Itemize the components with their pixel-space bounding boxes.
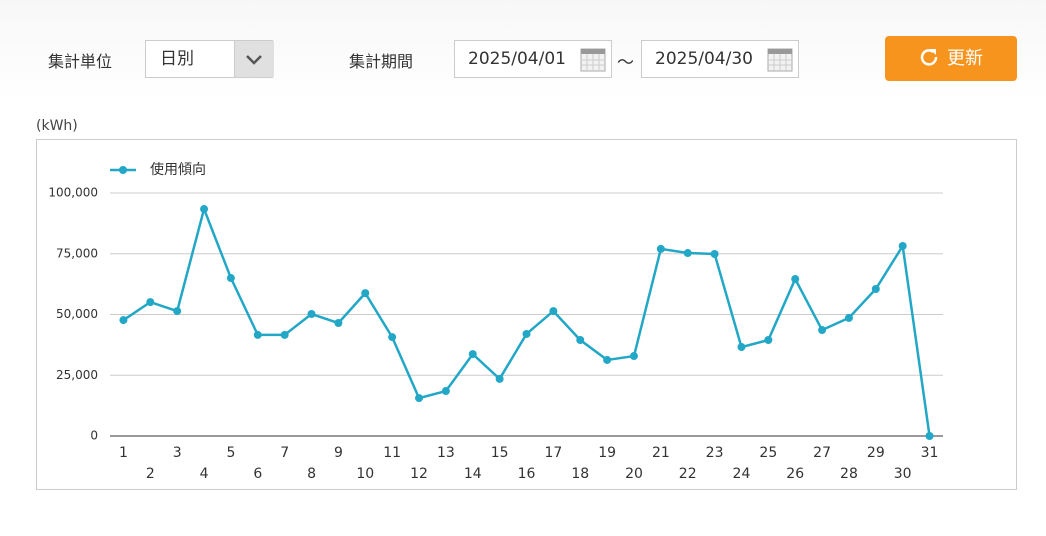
point-marker — [173, 307, 182, 316]
x-tick-label: 5 — [226, 445, 235, 461]
point-marker — [603, 355, 612, 364]
x-tick-label: 3 — [173, 445, 182, 461]
x-tick-label: 18 — [571, 466, 589, 482]
x-tick-label: 6 — [253, 466, 262, 482]
point-marker — [710, 249, 719, 258]
x-tick-label: 8 — [307, 466, 316, 482]
calendar-icon — [767, 48, 793, 72]
point-marker — [844, 313, 853, 322]
refresh-icon — [920, 49, 938, 66]
legend-marker — [119, 166, 127, 174]
x-tick-label: 29 — [867, 445, 885, 461]
point-marker — [361, 289, 370, 298]
point-marker — [576, 336, 585, 345]
x-tick-label: 13 — [437, 445, 455, 461]
x-tick-label: 30 — [894, 466, 912, 482]
calendar-icon — [580, 48, 606, 72]
x-tick-label: 28 — [840, 466, 858, 482]
x-tick-label: 12 — [410, 466, 428, 482]
date-separator: 〜 — [617, 53, 634, 73]
arrow-icon — [246, 55, 262, 65]
point-marker — [683, 249, 692, 258]
x-tick-label: 23 — [706, 445, 724, 461]
point-marker — [200, 205, 209, 214]
x-tick-label: 15 — [491, 445, 509, 461]
x-tick-label: 20 — [625, 466, 643, 482]
unit-value: 日別 — [160, 49, 194, 69]
point-marker — [737, 343, 746, 352]
x-tick-label: 19 — [598, 445, 616, 461]
point-marker — [871, 284, 880, 293]
point-marker — [925, 432, 934, 440]
unit-label: 集計単位 — [48, 52, 113, 71]
point-marker — [495, 374, 504, 383]
x-tick-label: 27 — [813, 445, 831, 461]
period-label: 集計期間 — [349, 52, 414, 71]
dropdown-arrow — [234, 41, 274, 77]
point-marker — [307, 310, 316, 319]
point-marker — [764, 336, 773, 345]
point-marker — [549, 307, 558, 316]
point-marker — [522, 329, 531, 338]
x-tick-label: 7 — [280, 445, 289, 461]
point-marker — [388, 333, 397, 342]
x-tick-label: 25 — [759, 445, 777, 461]
y-tick-label: 0 — [90, 429, 98, 443]
end-date: 2025/04/30 — [655, 49, 753, 69]
point-marker — [280, 330, 289, 339]
x-tick-label: 11 — [383, 445, 401, 461]
point-marker — [415, 394, 424, 403]
point-marker — [818, 326, 827, 335]
y-tick-label: 75,000 — [56, 246, 98, 260]
y-axis-label: (kWh) — [36, 118, 78, 134]
y-tick-label: 50,000 — [56, 307, 98, 321]
update-button[interactable]: 更新 — [885, 36, 1017, 81]
y-tick-label: 25,000 — [56, 368, 98, 382]
unit-select[interactable]: 日別 — [145, 40, 274, 78]
x-tick-label: 21 — [652, 445, 670, 461]
legend-label: 使用傾向 — [150, 161, 206, 178]
y-tick-label: 100,000 — [48, 186, 98, 200]
point-marker — [253, 330, 262, 339]
x-tick-label: 14 — [464, 466, 482, 482]
point-marker — [791, 275, 800, 284]
x-tick-label: 9 — [334, 445, 343, 461]
point-marker — [334, 319, 343, 328]
start-date: 2025/04/01 — [468, 49, 566, 69]
point-marker — [146, 298, 155, 307]
point-marker — [656, 244, 665, 253]
x-tick-label: 31 — [921, 445, 939, 461]
point-marker — [441, 387, 450, 396]
x-tick-label: 16 — [518, 466, 536, 482]
x-tick-label: 10 — [356, 466, 374, 482]
x-tick-label: 2 — [146, 466, 155, 482]
x-tick-label: 24 — [733, 466, 751, 482]
point-marker — [629, 352, 638, 361]
x-tick-label: 4 — [200, 466, 209, 482]
start-date-input[interactable]: 2025/04/01 — [454, 40, 612, 78]
x-tick-label: 26 — [786, 466, 804, 482]
update-label: 更新 — [947, 48, 983, 69]
end-date-input[interactable]: 2025/04/30 — [641, 40, 799, 78]
x-tick-label: 22 — [679, 466, 697, 482]
point-marker — [898, 241, 907, 250]
x-tick-label: 17 — [544, 445, 562, 461]
point-marker — [119, 316, 128, 325]
point-marker — [226, 274, 235, 283]
x-tick-label: 1 — [119, 445, 128, 461]
point-marker — [468, 350, 477, 359]
